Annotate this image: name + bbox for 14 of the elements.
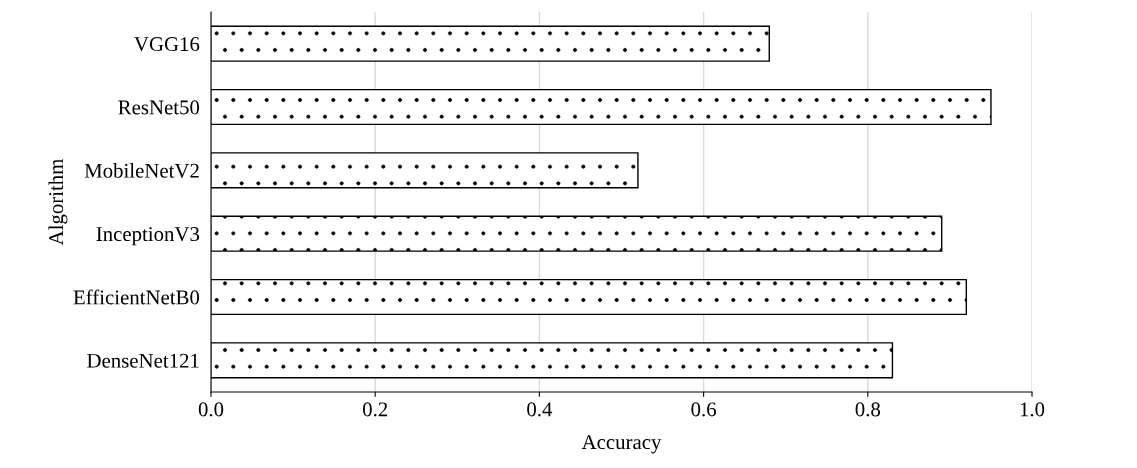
- x-axis-title: Accuracy: [581, 435, 662, 454]
- x-tick-label: 1.0: [1020, 402, 1045, 417]
- x-tick-label: 0.0: [198, 402, 224, 417]
- y-tick-label: EfficientNetB0: [73, 289, 200, 305]
- y-tick-label: MobileNetV2: [84, 163, 199, 178]
- x-tick-label: 0.8: [855, 402, 881, 417]
- x-tick-label: 0.6: [691, 402, 716, 417]
- y-axis-title: Algorithm: [48, 158, 68, 246]
- x-tick-label: 0.4: [527, 402, 553, 417]
- x-tick-label: 0.2: [362, 402, 388, 417]
- y-tick-label: DenseNet121: [87, 353, 199, 368]
- y-tick-label: InceptionV3: [96, 227, 200, 246]
- y-tick-label: VGG16: [134, 37, 200, 52]
- y-tick-label: ResNet50: [118, 100, 200, 115]
